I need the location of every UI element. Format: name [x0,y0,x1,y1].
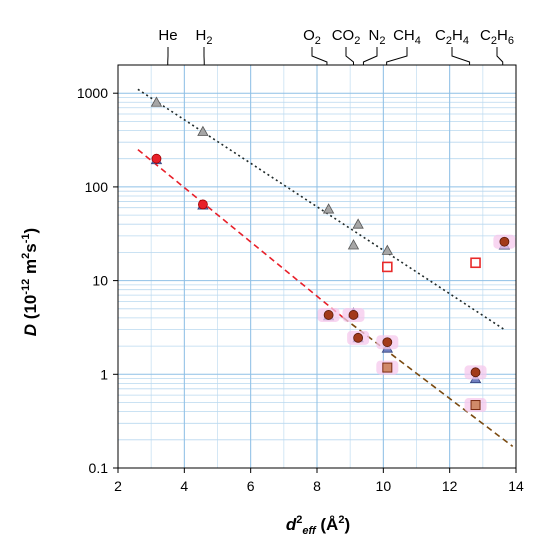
gas-leader-line [345,47,354,65]
x-tick-label: 12 [442,478,458,494]
x-axis: 2 4 6 8 10 12 14 [114,468,524,494]
y-tick-label: 1000 [77,85,108,101]
major-grid [117,65,517,469]
triangle-point [347,239,360,250]
y-tick-label: 0.1 [89,460,109,476]
trend-line [137,88,505,331]
gas-leader-line [386,47,408,65]
data-points [150,96,516,413]
circle-point [499,236,510,247]
trend-line [137,148,345,319]
x-axis-title: d2eff (Å2) [286,514,350,537]
x-tick-label: 2 [114,478,122,494]
gas-leader-line [311,47,328,65]
gas-label: O2 [303,27,321,47]
x-tick-label: 8 [313,478,321,494]
triangle-point [150,96,163,107]
trend-line [343,317,514,448]
triangle-point [322,203,335,214]
gas-label: C2H4 [435,27,469,47]
gas-leader-line [362,47,378,65]
y-axis-title: D (10-12 m2s-1) [20,228,40,336]
square-point [470,400,481,411]
gas-leader-line [496,47,504,65]
x-tick-label: 14 [508,478,524,494]
circle-point [151,153,162,164]
y-tick-label: 10 [92,273,108,289]
y-axis: 1000 100 10 1 0.1 [77,85,118,476]
x-tick-label: 4 [180,478,188,494]
x-tick-label: 10 [376,478,392,494]
gas-label: CO2 [332,27,361,47]
circle-point [198,199,208,210]
gas-label: CH4 [393,27,421,47]
triangle-point [352,218,364,229]
gas-label: He [158,27,177,44]
y-tick-label: 100 [85,179,109,195]
y-tick-label: 1 [100,366,108,382]
trend-lines [137,88,514,448]
open-square-point [382,261,393,273]
triangle-point [381,244,393,255]
gas-label: N2 [369,27,386,47]
circle-point [382,337,393,348]
gas-labels: He H2 O2 CO2 N2 CH4 C2H4 C2H6 [158,27,514,65]
circle-point [470,367,481,378]
triangle-point [197,125,209,136]
open-square-point [470,257,481,269]
x-tick-label: 6 [247,478,255,494]
circle-point [353,332,364,343]
circle-point [348,310,359,320]
gas-label: C2H6 [480,27,514,47]
square-point [382,362,393,373]
gas-leader-line [451,47,471,65]
circle-point [323,310,334,320]
gas-label: H2 [196,27,213,47]
